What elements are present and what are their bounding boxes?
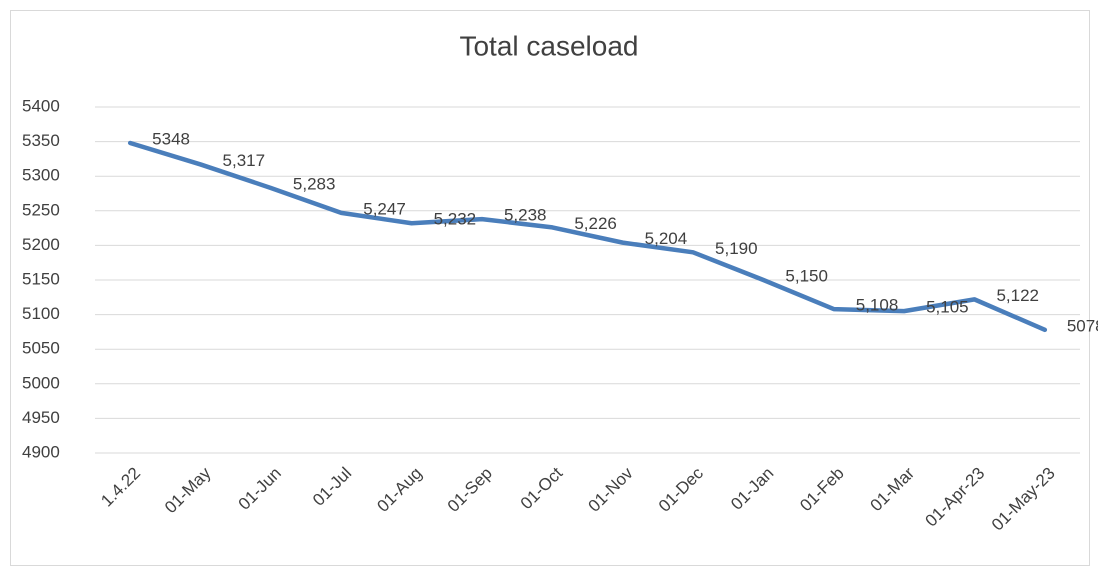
chart-border [10,10,1090,566]
y-tick-label: 5150 [22,269,60,288]
data-label: 5348 [152,129,190,148]
data-label: 5,150 [785,266,828,285]
data-label: 5,105 [926,298,969,317]
y-tick-label: 5050 [22,339,60,358]
data-label: 5,232 [434,210,477,229]
y-tick-label: 5400 [22,96,60,115]
data-label: 5,283 [293,174,336,193]
y-tick-label: 5250 [22,200,60,219]
y-tick-label: 4900 [22,442,60,461]
data-label: 5,204 [645,229,688,248]
data-label: 5,190 [715,239,758,258]
data-label: 5,317 [223,151,266,170]
chart-title: Total caseload [459,30,638,61]
y-tick-label: 5000 [22,373,60,392]
y-tick-label: 4950 [22,408,60,427]
y-tick-label: 5200 [22,235,60,254]
data-label: 5,247 [363,199,406,218]
y-tick-label: 5350 [22,131,60,150]
data-line [127,140,1048,333]
y-tick-label: 5300 [22,166,60,185]
y-tick-label: 5100 [22,304,60,323]
data-label: 5,108 [856,296,899,315]
data-label: 5,226 [574,214,617,233]
data-label: 5078 [1067,316,1098,335]
data-label: 5,122 [996,286,1039,305]
data-label: 5,238 [504,206,547,225]
